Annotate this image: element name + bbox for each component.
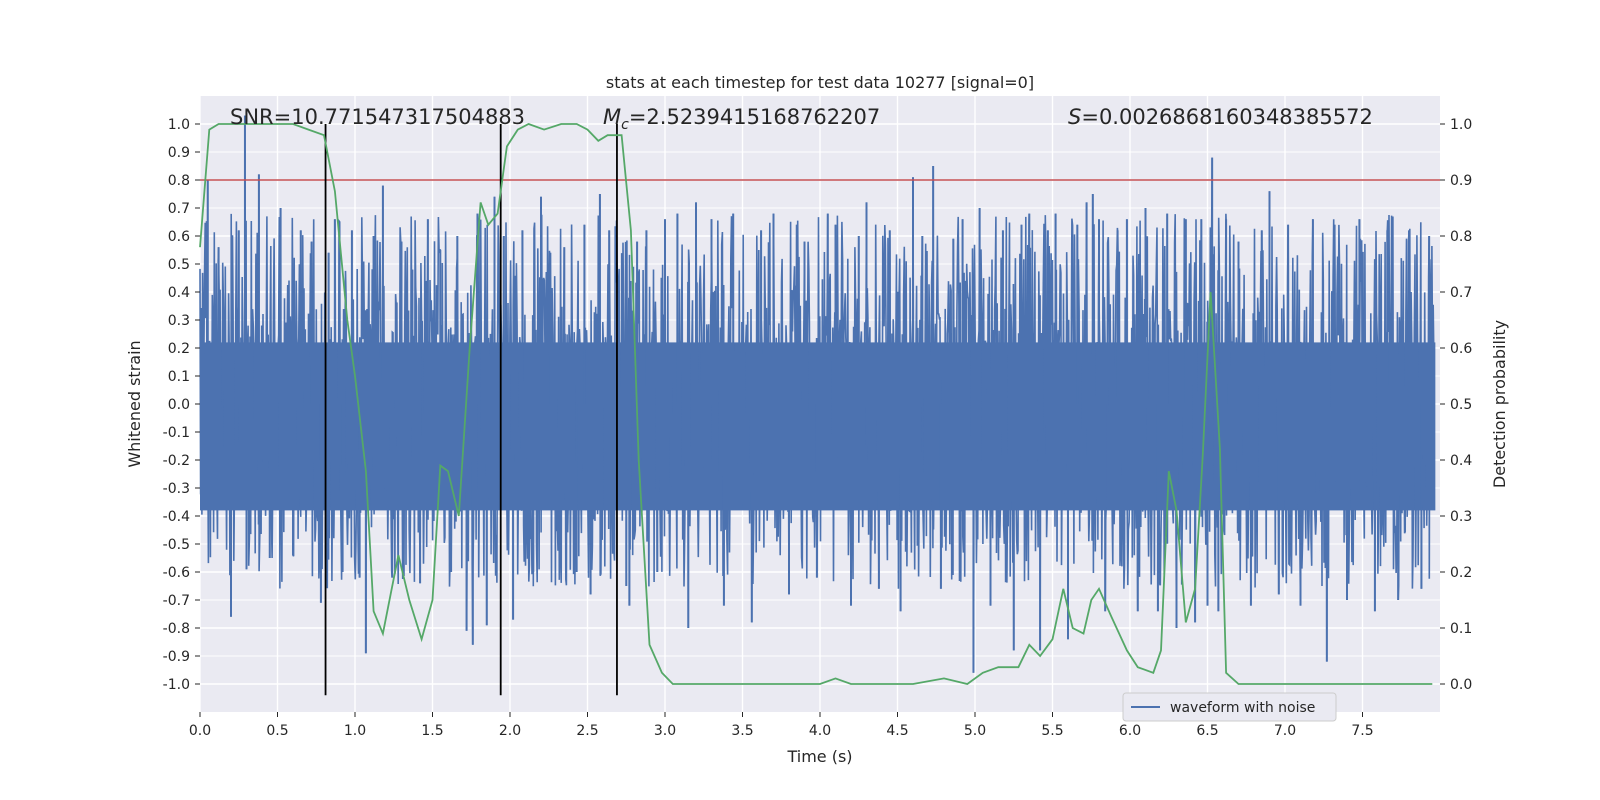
left-tick-label: -0.7	[163, 593, 190, 609]
right-tick-label: 0.0	[1450, 677, 1472, 693]
x-tick-label: 2.5	[576, 723, 598, 739]
left-tick-label: 0.1	[168, 369, 190, 385]
legend: waveform with noise	[1122, 692, 1337, 722]
score-annotation: S=0.0026868160348385572	[1068, 105, 1373, 129]
x-tick-label: 3.5	[731, 723, 753, 739]
score-value: =0.0026868160348385572	[1081, 105, 1373, 129]
left-tick-label: -0.5	[163, 537, 190, 553]
x-tick-label: 5.5	[1041, 723, 1063, 739]
left-tick-label: -0.4	[163, 509, 190, 525]
right-tick-label: 0.2	[1450, 565, 1472, 581]
right-tick-label: 0.4	[1450, 453, 1472, 469]
x-axis-label: Time (s)	[786, 747, 852, 766]
x-tick-label: 4.5	[886, 723, 908, 739]
left-tick-label: 0.4	[168, 285, 190, 301]
x-tick-label: 3.0	[654, 723, 676, 739]
vertical-marker-lines	[324, 124, 618, 696]
right-tick-label: 0.5	[1450, 397, 1472, 413]
left-tick-label: -0.2	[163, 453, 190, 469]
left-tick-label: -0.3	[163, 481, 190, 497]
right-tick-label: 0.1	[1450, 621, 1472, 637]
right-tick-label: 0.7	[1450, 285, 1472, 301]
x-tick-label: 5.0	[964, 723, 986, 739]
x-tick-label: 4.0	[809, 723, 831, 739]
score-symbol: S	[1068, 105, 1081, 129]
x-tick-label: 6.5	[1196, 723, 1218, 739]
right-tick-label: 1.0	[1450, 117, 1472, 133]
chirp-mass-symbol: M	[603, 105, 621, 129]
left-tick-label: -0.6	[163, 565, 190, 581]
right-tick-label: 0.8	[1450, 229, 1472, 245]
left-tick-label: -0.8	[163, 621, 190, 637]
right-tick-label: 0.9	[1450, 173, 1472, 189]
left-tick-label: 0.6	[168, 229, 190, 245]
left-tick-label: 0.7	[168, 201, 190, 217]
y-axis-label-left: Whitened strain	[125, 340, 144, 467]
snr-annotation: SNR=10.771547317504883	[230, 105, 525, 129]
left-tick-label: 0.2	[168, 341, 190, 357]
x-tick-label: 7.5	[1351, 723, 1373, 739]
left-axis-ticks: 1.0 0.9 0.8 0.7 0.6 0.5 0.4 0.3 0.2 0.1 0.0 -0.1 -0.…	[163, 117, 200, 693]
x-tick-label: 6.0	[1119, 723, 1141, 739]
x-axis-ticks: 0.0 0.5 1.0 1.5 2.0 2.5 3.0 3.5 4.0 4.5 5.0 5.5 6.0 6…	[189, 712, 1374, 739]
x-tick-label: 1.5	[421, 723, 443, 739]
legend-label-waveform: waveform with noise	[1170, 700, 1315, 716]
left-tick-label: -0.1	[163, 425, 190, 441]
left-tick-label: 0.9	[168, 145, 190, 161]
chirp-mass-subscript: c	[621, 117, 629, 133]
right-tick-label: 0.6	[1450, 341, 1472, 357]
left-tick-label: 0.0	[168, 397, 190, 413]
left-tick-label: 0.8	[168, 173, 190, 189]
y-axis-label-right: Detection probability	[1490, 320, 1509, 488]
chirp-mass-value: =2.5239415168762207	[629, 105, 880, 129]
left-tick-label: 1.0	[168, 117, 190, 133]
chirp-mass-annotation: Mc=2.5239415168762207	[603, 105, 880, 133]
legend-box	[1122, 692, 1337, 722]
left-tick-label: 0.5	[168, 257, 190, 273]
right-tick-label: 0.3	[1450, 509, 1472, 525]
right-axis-ticks: 1.0 0.9 0.8 0.7 0.6 0.5 0.4 0.3 0.2 0.1 0.0	[1440, 117, 1472, 693]
x-tick-label: 0.0	[189, 723, 211, 739]
x-tick-label: 2.0	[499, 723, 521, 739]
left-tick-label: 0.3	[168, 313, 190, 329]
x-tick-label: 7.0	[1274, 723, 1296, 739]
chart-title: stats at each timestep for test data 102…	[606, 73, 1034, 92]
left-tick-label: -1.0	[163, 677, 190, 693]
left-tick-label: -0.9	[163, 649, 190, 665]
x-tick-label: 1.0	[344, 723, 366, 739]
x-tick-label: 0.5	[266, 723, 288, 739]
probability-series-line	[199, 123, 1433, 685]
waveform-series	[199, 115, 1436, 673]
